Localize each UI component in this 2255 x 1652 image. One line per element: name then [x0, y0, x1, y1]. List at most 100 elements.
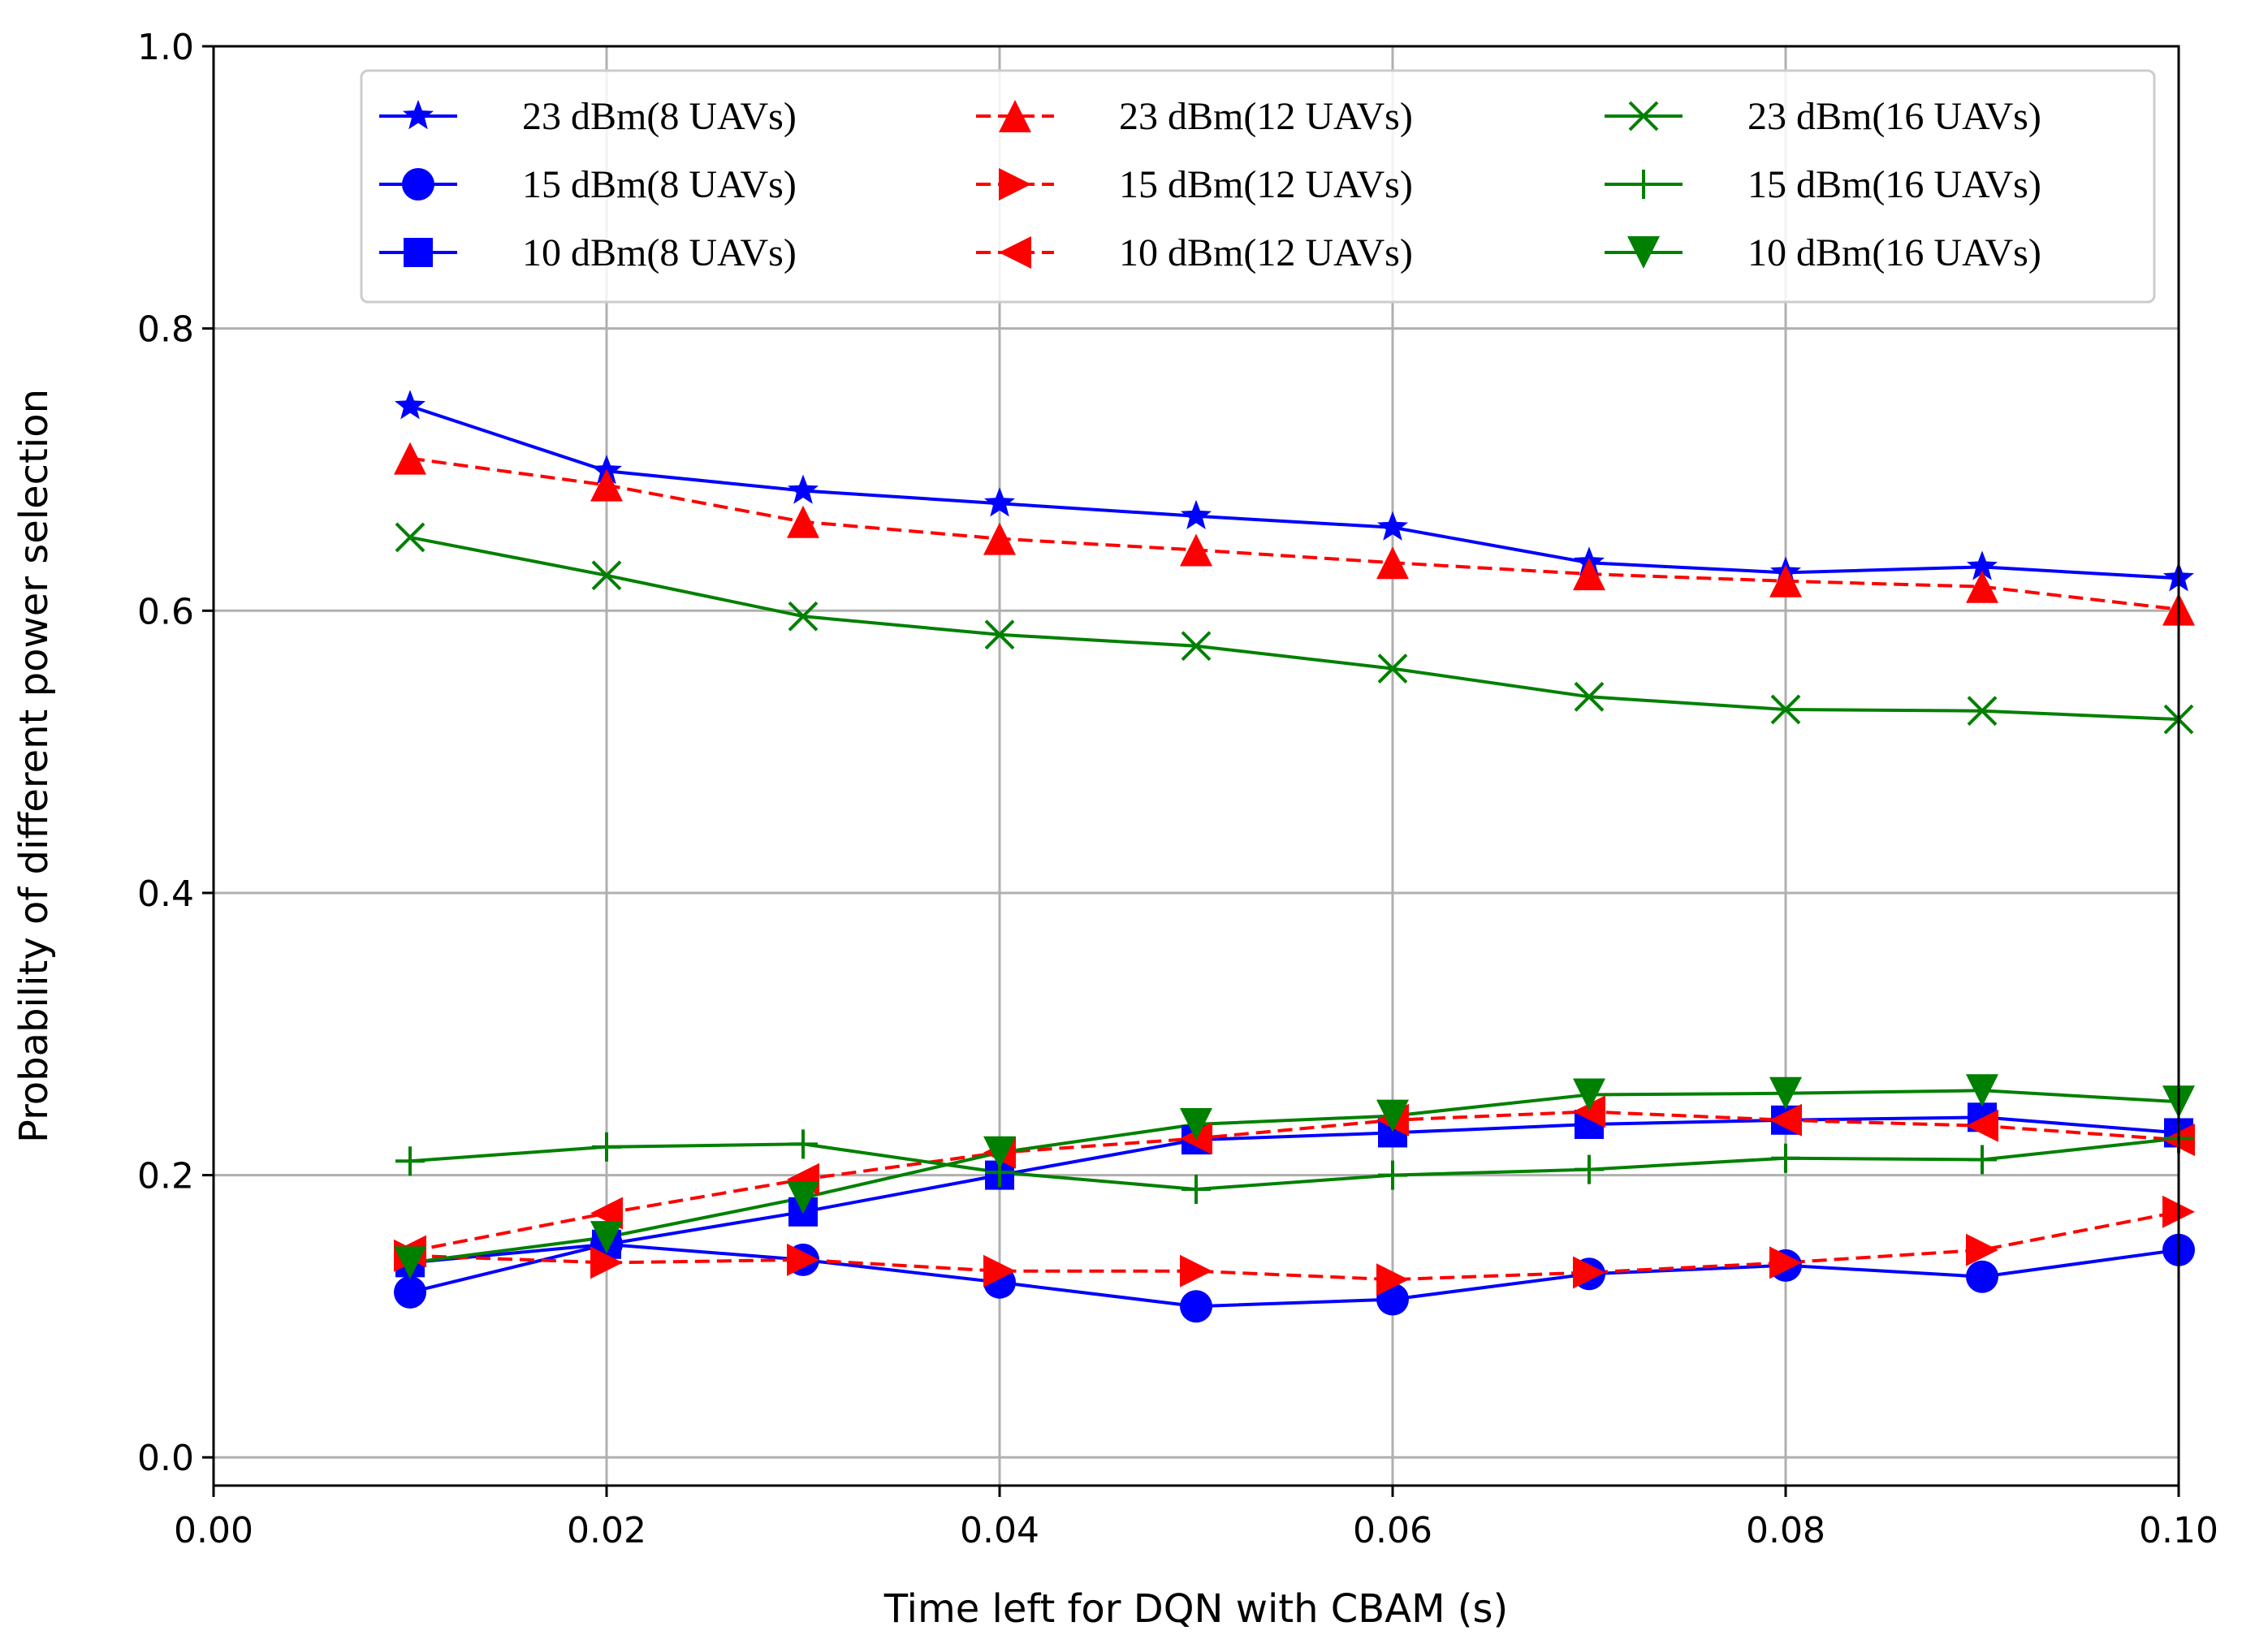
series-lines	[409, 404, 2179, 1309]
data-point	[1771, 1143, 1800, 1173]
legend-marker	[1628, 101, 1659, 132]
data-point	[1573, 1095, 1605, 1128]
legend-marker	[1629, 170, 1658, 199]
data-point	[1967, 696, 1998, 727]
data-point	[787, 1243, 819, 1276]
data-point	[395, 1146, 425, 1176]
x-tick-label: 0.10	[2139, 1510, 2218, 1551]
data-point	[787, 505, 819, 538]
series-line-1	[409, 1242, 2179, 1309]
data-point	[788, 474, 819, 504]
legend-label: 23 dBm(12 UAVs)	[1119, 95, 1413, 138]
legend-label: 10 dBm(16 UAVs)	[1747, 231, 2041, 274]
data-point	[592, 1132, 621, 1162]
data-point	[1376, 546, 1409, 580]
data-point	[1376, 1099, 1409, 1132]
y-tick-label: 0.2	[137, 1156, 194, 1197]
data-point	[1180, 1290, 1212, 1323]
data-point	[1181, 631, 1212, 662]
data-point	[591, 560, 622, 591]
legend-marker	[999, 168, 1031, 201]
y-axis-label: Probability of different power selection	[11, 389, 57, 1143]
y-tick-label: 0.0	[137, 1438, 194, 1479]
y-tick-label: 0.4	[137, 873, 194, 915]
legend-label: 23 dBm(8 UAVs)	[522, 95, 797, 138]
data-point	[1573, 1078, 1605, 1111]
data-point	[1769, 564, 1802, 597]
series-line-3	[409, 456, 2179, 611]
data-point	[1574, 681, 1605, 712]
data-point	[1769, 1246, 1802, 1279]
data-point	[1769, 1103, 1802, 1137]
data-point	[1966, 1260, 1998, 1293]
legend-label: 10 dBm(12 UAVs)	[1119, 231, 1413, 274]
legend-marker	[999, 236, 1031, 269]
series-markers	[394, 390, 2195, 1323]
data-point	[590, 1246, 623, 1279]
data-point	[983, 1254, 1016, 1288]
data-point	[395, 522, 426, 553]
series-line-0	[409, 404, 2179, 580]
x-tick-label: 0.08	[1746, 1510, 1825, 1551]
series-line-8	[409, 1089, 2179, 1265]
data-point	[788, 601, 819, 632]
data-point	[1966, 570, 1998, 603]
legend-label: 23 dBm(16 UAVs)	[1747, 95, 2041, 138]
data-point	[1180, 533, 1212, 567]
axis-ticks: 0.00 0.02 0.04 0.06 0.08 0.10 0.0 0.2 0.4 0.6 0.8 1…	[137, 27, 2218, 1551]
legend-label: 15 dBm(12 UAVs)	[1119, 163, 1413, 206]
legend-marker	[402, 168, 434, 201]
legend-label: 10 dBm(8 UAVs)	[522, 231, 797, 274]
x-tick-label: 0.02	[567, 1510, 646, 1551]
data-point	[1573, 558, 1605, 591]
data-point	[1377, 653, 1408, 684]
data-point	[788, 1129, 818, 1159]
data-point	[394, 442, 426, 475]
data-point	[984, 487, 1015, 517]
data-point	[1770, 694, 1801, 725]
legend: 23 dBm(8 UAVs) 15 dBm(8 UAVs) 10 dBm(8 UAV…	[360, 69, 2156, 304]
data-point	[1180, 1254, 1212, 1288]
data-point	[1575, 1154, 1604, 1184]
x-axis-label: Time left for DQN with CBAM (s)	[883, 1586, 1508, 1632]
series-line-7	[409, 1137, 2179, 1192]
data-point	[1180, 1108, 1212, 1141]
data-point	[984, 619, 1015, 650]
data-point	[1966, 1074, 1998, 1107]
data-point	[1967, 550, 1998, 580]
y-tick-label: 1.0	[137, 27, 194, 68]
data-point	[1968, 1145, 1997, 1175]
data-point	[395, 390, 426, 420]
x-tick-label: 0.06	[1353, 1510, 1432, 1551]
data-point	[1769, 1076, 1802, 1110]
series-line-4	[409, 1210, 2179, 1282]
legend-label: 15 dBm(8 UAVs)	[522, 163, 797, 206]
data-point	[590, 468, 623, 502]
legend-marker	[1627, 236, 1660, 269]
x-tick-label: 0.00	[174, 1510, 253, 1551]
data-point	[1181, 499, 1212, 529]
data-point	[1181, 1174, 1211, 1204]
y-tick-label: 0.8	[137, 309, 194, 351]
data-point	[983, 522, 1016, 555]
x-tick-label: 0.04	[960, 1510, 1039, 1551]
data-point	[1966, 1233, 1998, 1266]
legend-box	[360, 69, 2156, 304]
plot-frame	[212, 45, 2180, 1487]
data-point	[590, 1221, 623, 1254]
data-point	[394, 1275, 426, 1309]
y-tick-label: 0.6	[137, 591, 194, 632]
legend-label: 15 dBm(16 UAVs)	[1747, 163, 2041, 206]
data-point	[1376, 1263, 1409, 1296]
data-point	[983, 1136, 1016, 1169]
series-line-6	[409, 535, 2179, 722]
legend-marker	[403, 100, 434, 130]
legend-marker	[404, 238, 433, 267]
series-line-2	[409, 1115, 2179, 1265]
data-point	[787, 1181, 819, 1214]
data-point	[1378, 1160, 1407, 1190]
legend-marker	[999, 100, 1031, 132]
data-point	[1377, 511, 1408, 541]
data-point	[394, 1246, 426, 1279]
